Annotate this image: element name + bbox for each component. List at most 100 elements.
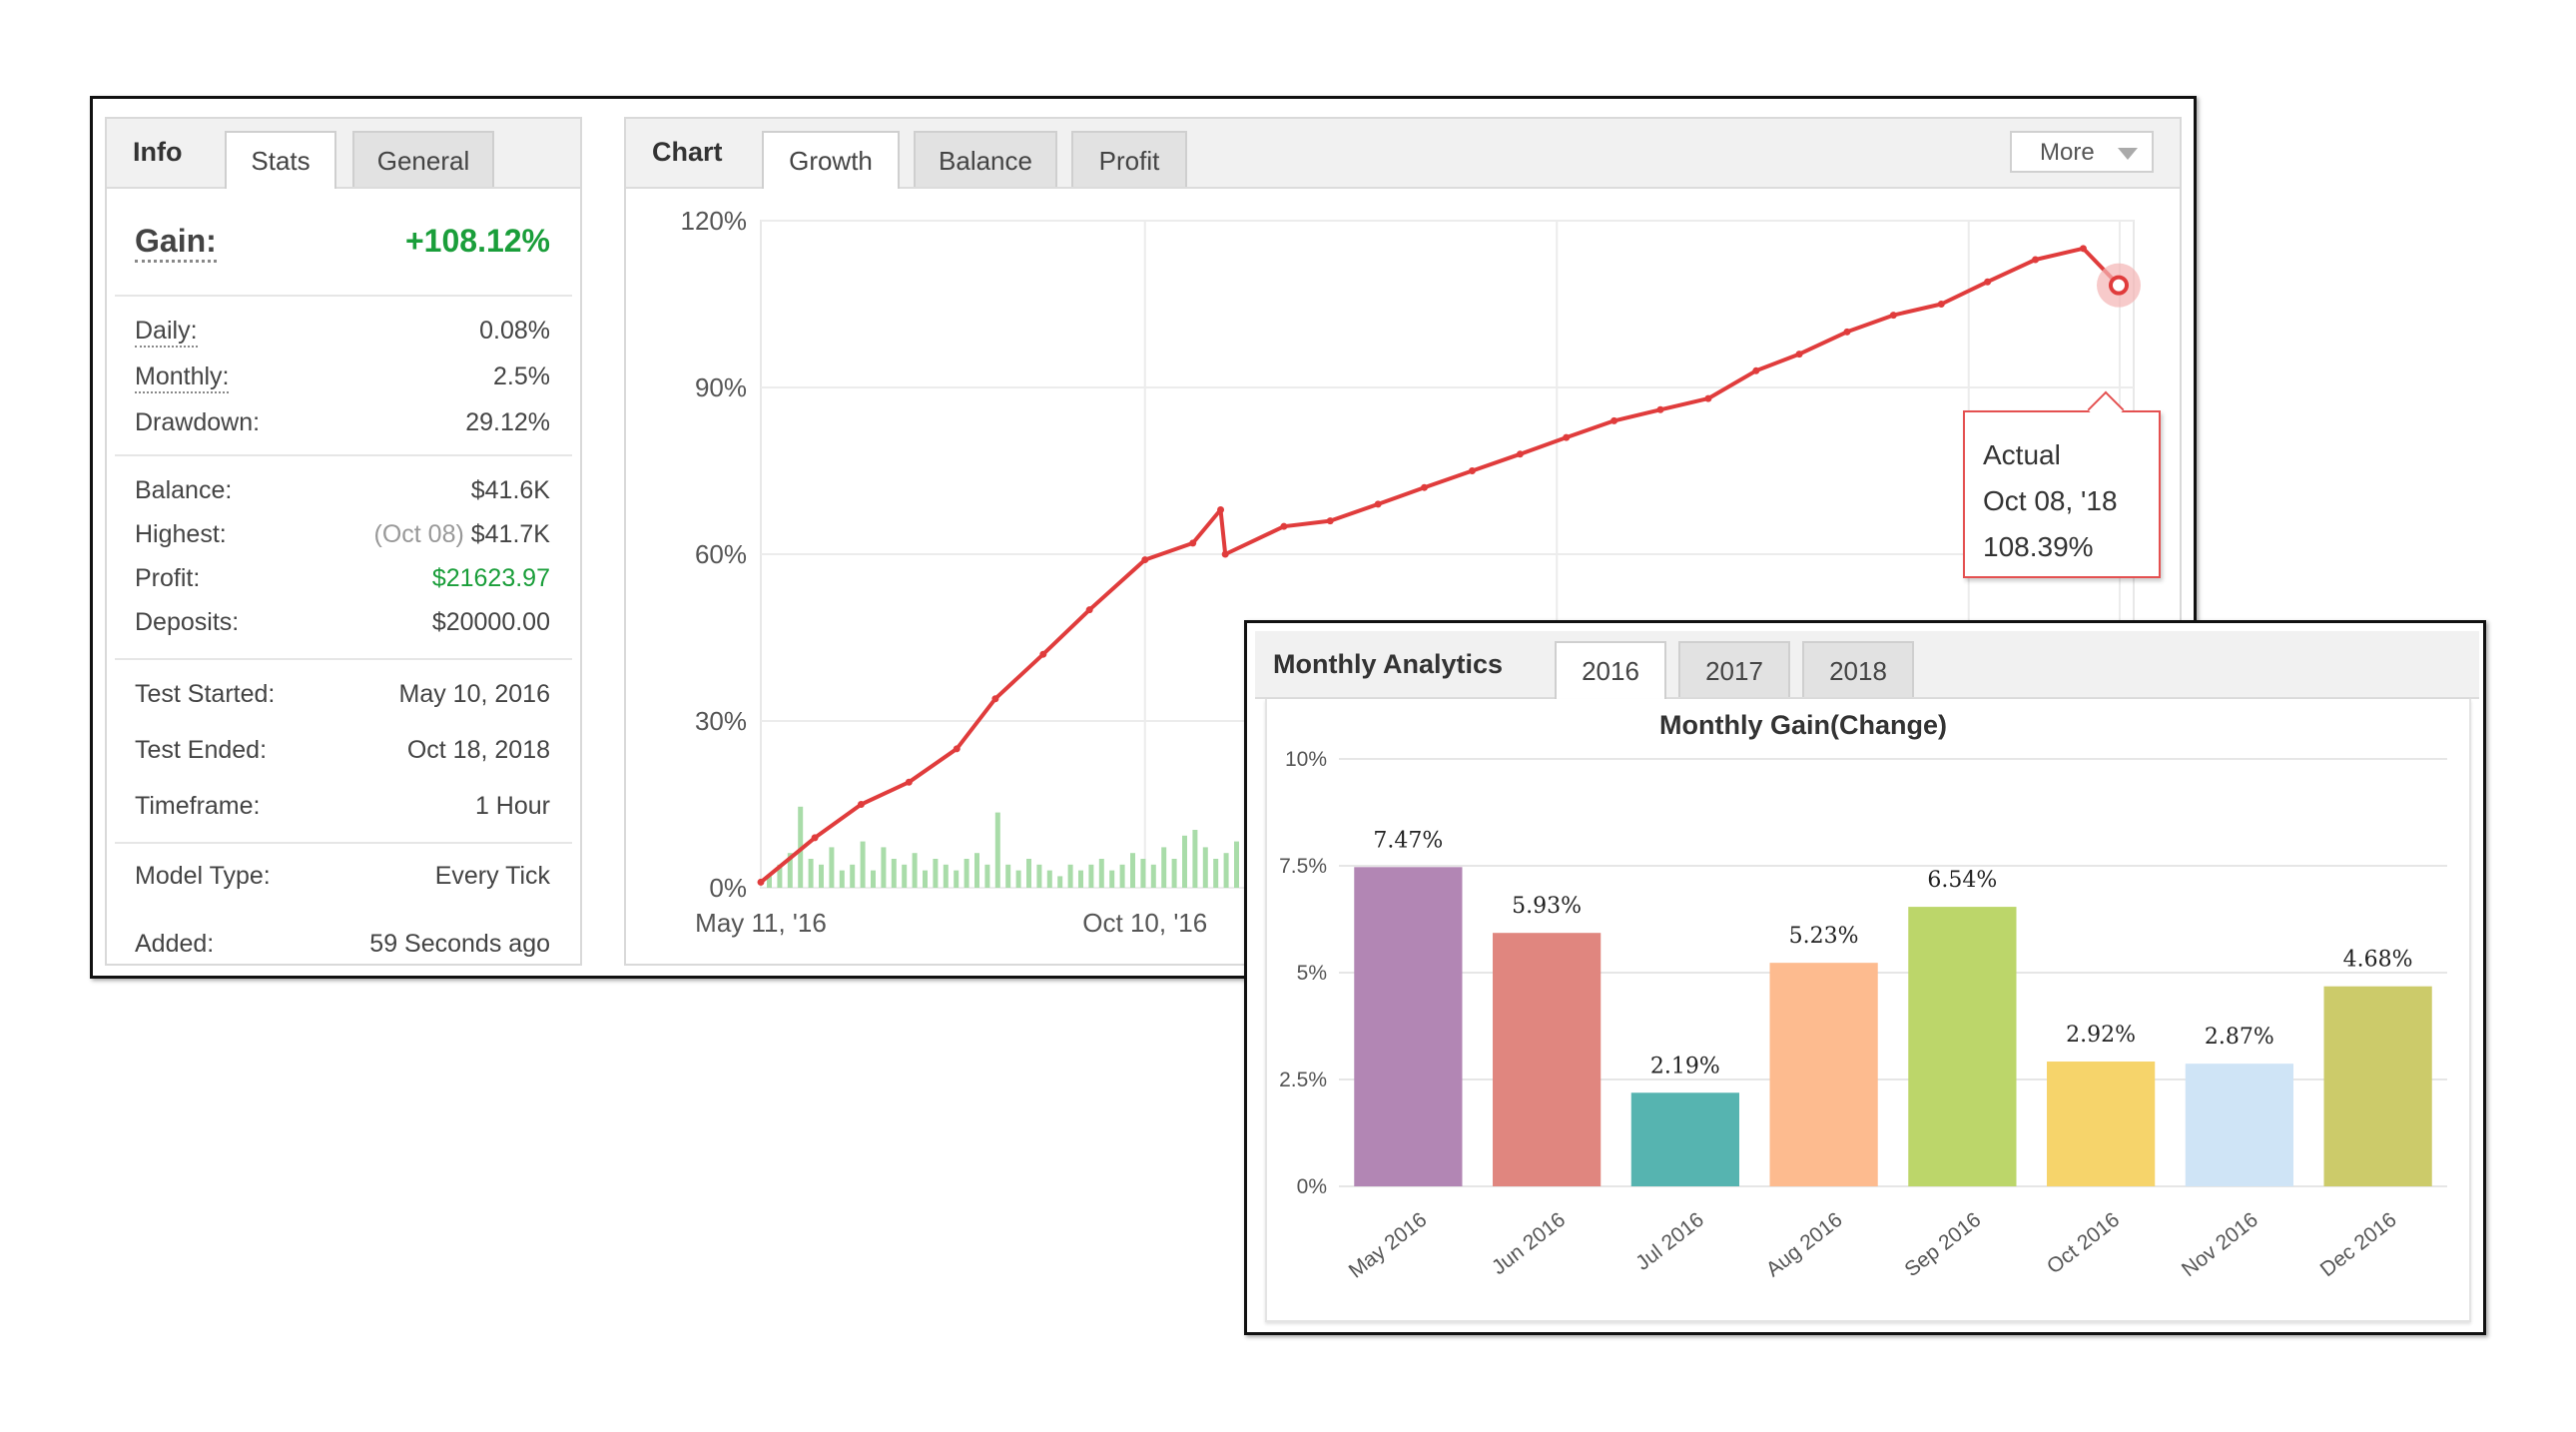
monthly-value: 2.5% (493, 362, 550, 390)
monthly-bar (1908, 907, 2017, 1186)
profit-bar (1119, 864, 1125, 888)
tab-growth[interactable]: Growth (762, 131, 900, 189)
tab-2016[interactable]: 2016 (1555, 641, 1666, 699)
growth-point (1421, 483, 1429, 491)
tab-2017[interactable]: 2017 (1678, 641, 1790, 697)
balance-label: Balance: (135, 476, 233, 504)
tooltip-line-1: Actual (1983, 439, 2061, 470)
profit-bar (984, 864, 990, 888)
growth-point (1610, 416, 1618, 424)
y-tick-label: 0% (709, 873, 747, 903)
growth-point (1374, 500, 1382, 508)
more-dropdown[interactable]: More (2010, 131, 2154, 173)
test-ended-label: Test Ended: (135, 736, 268, 764)
daily-value: 0.08% (479, 317, 550, 345)
profit-bar (767, 876, 772, 888)
y-tick-label: 90% (695, 372, 747, 402)
tab-general[interactable]: General (352, 131, 494, 187)
bar-value-label: 4.68% (2343, 948, 2413, 973)
profit-bar (1046, 870, 1052, 888)
tab-profit[interactable]: Profit (1071, 131, 1187, 187)
monthly-row: Monthly: 2.5% (135, 362, 550, 396)
y-tick-label: 5% (1297, 962, 1327, 985)
monthly-bar (1630, 1092, 1739, 1186)
profit-bar (860, 841, 866, 888)
gain-row: Gain: +108.12% (135, 223, 550, 271)
growth-point (1039, 650, 1047, 658)
deposits-row: Deposits: $20000.00 (135, 608, 550, 642)
info-panel: Info Stats General Gain: +108.12% Daily:… (105, 117, 582, 966)
test-started-row: Test Started: May 10, 2016 (135, 680, 550, 714)
tab-info[interactable]: Info (133, 137, 183, 167)
bar-value-label: 7.47% (1373, 828, 1443, 853)
monthly-bar (1354, 867, 1463, 1186)
profit-bar (1182, 835, 1187, 888)
profit-bar (787, 853, 793, 888)
timeframe-label: Timeframe: (135, 792, 261, 820)
growth-point (1468, 467, 1476, 474)
profit-bar (850, 864, 856, 888)
model-type-row: Model Type: Every Tick (135, 862, 550, 896)
profit-bar (1223, 853, 1229, 888)
profit-bar (1171, 859, 1177, 888)
profit-bar (1213, 859, 1219, 888)
y-tick-label: 30% (695, 706, 747, 736)
x-tick-label: Aug 2016 (1762, 1208, 1847, 1281)
added-row: Added: 59 Seconds ago (135, 930, 550, 964)
profit-bar (1098, 859, 1104, 888)
monthly-label[interactable]: Monthly: (135, 362, 230, 393)
deposits-label: Deposits: (135, 608, 240, 636)
monthly-bar (2185, 1064, 2293, 1186)
main-window: Info Stats General Gain: +108.12% Daily:… (90, 96, 2197, 979)
divider (115, 658, 572, 660)
growth-point (1656, 405, 1664, 413)
info-panel-header: Info Stats General (107, 119, 580, 189)
highlight-point (2109, 275, 2129, 296)
bar-value-label: 5.23% (1789, 924, 1859, 949)
profit-bar (1202, 847, 1208, 888)
divider (115, 295, 572, 297)
chart-panel-header: Chart Growth Balance Profit More (626, 119, 2180, 189)
profit-bar (1015, 870, 1021, 888)
tab-balance[interactable]: Balance (914, 131, 1057, 187)
growth-point (1141, 556, 1149, 564)
added-value: 59 Seconds ago (369, 930, 550, 958)
chart-title: Monthly Gain(Change) (1659, 710, 1947, 740)
profit-bar (1078, 870, 1083, 888)
x-tick-label: Oct 2016 (2043, 1208, 2124, 1279)
y-tick-label: 10% (1285, 748, 1327, 771)
gain-label[interactable]: Gain: (135, 223, 217, 263)
profit-bar (1130, 853, 1135, 888)
profit-bar (777, 864, 783, 888)
profit-row: Profit: $21623.97 (135, 564, 550, 598)
growth-point (1984, 278, 1992, 286)
tooltip-line-3: 108.39% (1983, 531, 2094, 562)
test-ended-row: Test Ended: Oct 18, 2018 (135, 736, 550, 770)
growth-point (1563, 433, 1571, 441)
x-tick-label: May 2016 (1345, 1208, 1432, 1283)
tab-stats[interactable]: Stats (225, 131, 336, 189)
monthly-bar (1769, 963, 1878, 1186)
monthly-analytics-window: Monthly Analytics 2016 2017 2018 Monthly… (1244, 620, 2486, 1335)
growth-point (1516, 450, 1524, 458)
growth-point (1189, 539, 1197, 547)
x-tick-label: Dec 2016 (2316, 1208, 2401, 1281)
profit-bar (1192, 830, 1198, 888)
profit-bar (871, 870, 876, 888)
y-tick-label: 60% (695, 539, 747, 569)
profit-bar (902, 864, 908, 888)
profit-bar (1067, 864, 1073, 888)
profit-bar (1088, 864, 1094, 888)
daily-label[interactable]: Daily: (135, 317, 198, 348)
growth-point (1704, 394, 1712, 402)
growth-point (1221, 550, 1229, 558)
tab-2018[interactable]: 2018 (1802, 641, 1914, 697)
chart-tooltip: Actual Oct 08, '18 108.39% (1963, 390, 2161, 578)
gain-value: +108.12% (404, 223, 550, 259)
bar-value-label: 6.54% (1927, 868, 1997, 893)
growth-point (1889, 312, 1897, 320)
bar-value-label: 5.93% (1512, 894, 1582, 919)
x-tick-label: Jun 2016 (1488, 1208, 1570, 1279)
test-started-value: May 10, 2016 (398, 680, 551, 708)
tooltip-line-2: Oct 08, '18 (1983, 485, 2118, 516)
